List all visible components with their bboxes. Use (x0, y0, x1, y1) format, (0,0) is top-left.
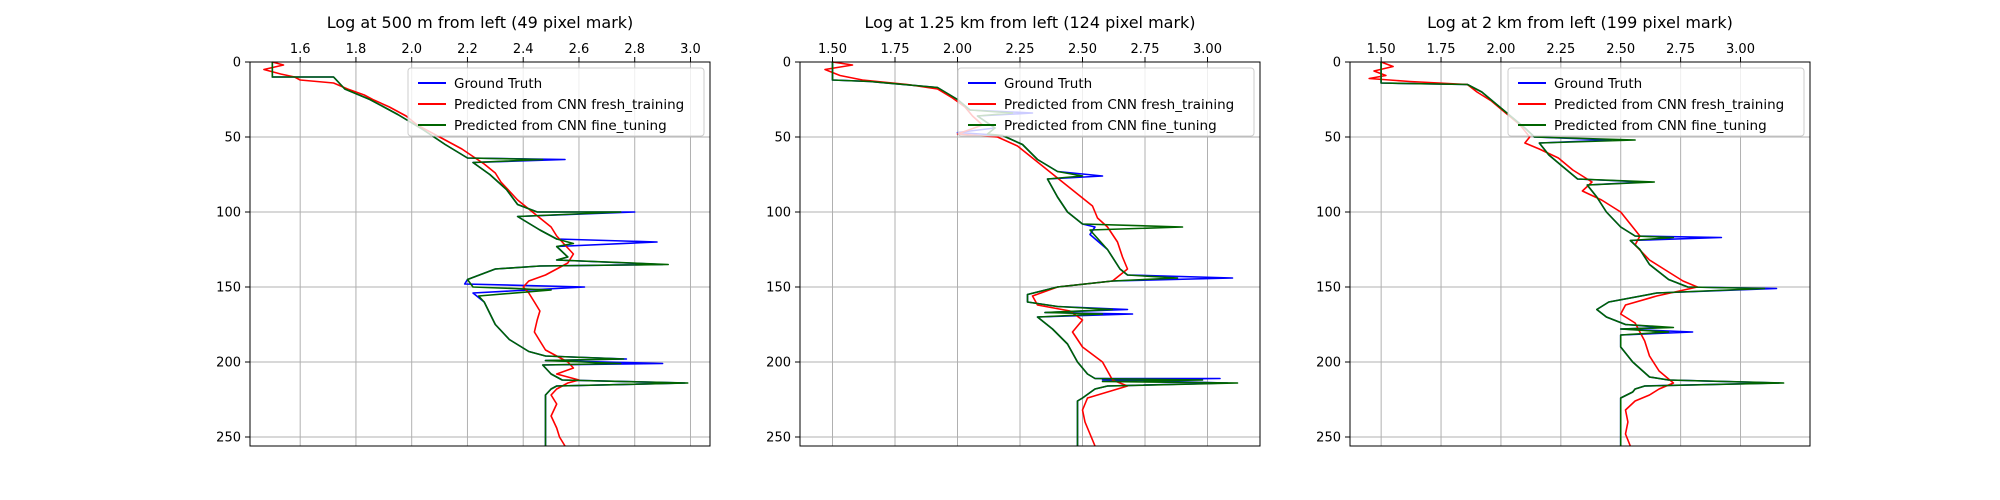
legend-box (1507, 67, 1805, 137)
y-tick-label: 100 (1316, 206, 1341, 221)
legend-box (957, 67, 1255, 137)
x-tick-label: 2.25 (1006, 42, 1035, 57)
legend-label: Predicted from CNN fresh_training (1554, 97, 1784, 113)
chart-title: Log at 1.25 km from left (124 pixel mark… (864, 13, 1195, 32)
y-tick-label: 0 (233, 56, 241, 71)
axes-frame (249, 61, 711, 447)
y-tick-label: 200 (766, 356, 791, 371)
x-tick-label: 2.75 (1131, 42, 1160, 57)
legend-label: Predicted from CNN fine_tuning (1554, 118, 1767, 134)
y-tick-label: 200 (216, 356, 241, 371)
x-tick-label: 2.8 (624, 42, 645, 57)
x-tick-label: 2.00 (1486, 42, 1515, 57)
x-tick-label: 2.4 (513, 42, 534, 57)
legend-label: Predicted from CNN fresh_training (454, 97, 684, 113)
legend-label: Predicted from CNN fine_tuning (1004, 118, 1217, 134)
x-tick-label: 3.00 (1193, 42, 1222, 57)
x-tick-label: 2.6 (569, 42, 590, 57)
chart-panel-1: 1.6 1.8 2.0 2.2 2.4 2.6 2.8 3.0 0 50 100 150 200 250 L… (216, 13, 711, 447)
x-tick-label: 2.50 (1068, 42, 1097, 57)
x-tick-label: 2.50 (1606, 42, 1635, 57)
legend-label: Ground Truth (454, 76, 542, 92)
x-tick-label: 1.8 (346, 42, 367, 57)
x-tick-label: 2.0 (401, 42, 422, 57)
y-tick-label: 150 (1316, 281, 1341, 296)
x-tick-label: 2.25 (1546, 42, 1575, 57)
y-tick-label: 250 (766, 431, 791, 446)
x-tick-label: 1.50 (1367, 42, 1396, 57)
series-line-predicted-from-cnn-fine-tuning (1380, 62, 1785, 446)
legend-label: Ground Truth (1554, 76, 1642, 92)
chart-title: Log at 500 m from left (49 pixel mark) (327, 13, 634, 32)
y-tick-label: 100 (216, 206, 241, 221)
legend-label: Predicted from CNN fresh_training (1004, 97, 1234, 113)
chart-panel-2: 1.50 1.75 2.00 2.25 2.50 2.75 3.00 0 50 100 150 200… (766, 13, 1261, 447)
y-tick-label: 50 (1324, 131, 1341, 146)
axes-frame (1349, 61, 1811, 447)
x-tick-label: 1.50 (818, 42, 847, 57)
x-tick-label: 1.75 (881, 42, 910, 57)
x-tick-label: 2.2 (457, 42, 478, 57)
x-tick-label: 3.0 (680, 42, 701, 57)
y-tick-label: 100 (766, 206, 791, 221)
y-tick-label: 0 (1333, 56, 1341, 71)
x-tick-label: 3.00 (1726, 42, 1755, 57)
x-tick-label: 2.00 (943, 42, 972, 57)
legend: Ground Truth Predicted from CNN fresh_tra… (407, 67, 705, 137)
y-tick-label: 0 (783, 56, 791, 71)
x-tick-label: 1.6 (290, 42, 311, 57)
y-tick-label: 50 (774, 131, 791, 146)
y-tick-label: 150 (766, 281, 791, 296)
y-tick-label: 250 (216, 431, 241, 446)
y-tick-label: 150 (216, 281, 241, 296)
x-tick-label: 2.75 (1666, 42, 1695, 57)
axes-frame (799, 61, 1261, 447)
legend: Ground Truth Predicted from CNN fresh_tra… (957, 67, 1255, 137)
legend: Ground Truth Predicted from CNN fresh_tra… (1507, 67, 1805, 137)
legend-box (407, 67, 705, 137)
series-line-predicted-from-cnn-fine-tuning (271, 62, 689, 446)
legend-label: Predicted from CNN fine_tuning (454, 118, 667, 134)
chart-title: Log at 2 km from left (199 pixel mark) (1427, 13, 1733, 32)
x-tick-label: 1.75 (1427, 42, 1456, 57)
y-tick-label: 50 (224, 131, 241, 146)
y-tick-label: 200 (1316, 356, 1341, 371)
y-tick-label: 250 (1316, 431, 1341, 446)
chart-panel-3: 1.50 1.75 2.00 2.25 2.50 2.75 3.00 0 50 100 150 200… (1316, 13, 1811, 447)
legend-label: Ground Truth (1004, 76, 1092, 92)
